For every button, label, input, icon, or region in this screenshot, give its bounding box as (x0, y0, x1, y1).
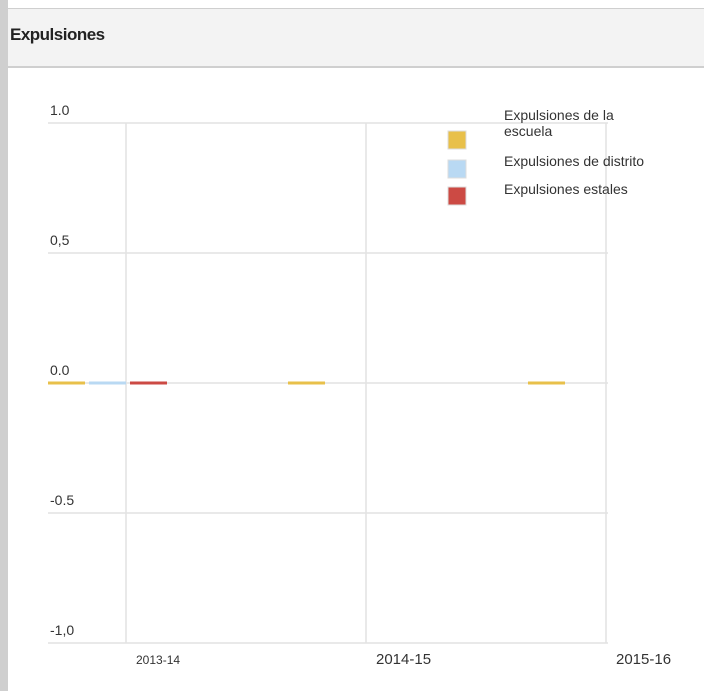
x-tick-label: 2013-14 (136, 653, 180, 667)
legend-label: Expulsiones de distrito (504, 153, 644, 169)
y-tick-label: 0,5 (50, 232, 70, 248)
y-tick-label: 0.0 (50, 362, 70, 378)
chart-area: 1.0 0,5 0.0 -0.5 -1,0 2013-14 2014-15 2015-16 E… (8, 68, 704, 691)
panel-left-border (0, 0, 8, 691)
x-tick-label: 2014-15 (376, 651, 431, 668)
y-tick-label: -0.5 (50, 492, 74, 508)
legend-label: Expulsiones de la (504, 107, 614, 123)
bar (130, 381, 167, 385)
legend-item: Expulsiones de distrito (447, 153, 644, 179)
legend-swatch (447, 130, 467, 150)
legend-label: Expulsiones estales (504, 181, 628, 197)
expulsions-chart: 1.0 0,5 0.0 -0.5 -1,0 2013-14 2014-15 2015-16 E… (48, 102, 671, 668)
y-tick-label: 1.0 (50, 102, 70, 118)
bar (288, 381, 325, 385)
bar-layer (48, 381, 565, 385)
legend-swatch (447, 159, 467, 179)
legend-swatch (447, 186, 467, 206)
legend-item: Expulsiones estales (447, 181, 628, 206)
panel-top-border (0, 8, 704, 9)
bar (528, 381, 565, 385)
x-tick-label: 2015-16 (616, 651, 671, 668)
bar (89, 381, 126, 385)
panel-header: Expulsiones (8, 9, 704, 68)
bar (48, 381, 85, 385)
label-layer: 1.0 0,5 0.0 -0.5 -1,0 2013-14 2014-15 2015-16 (50, 102, 671, 668)
y-tick-label: -1,0 (50, 622, 74, 638)
legend-label: escuela (504, 123, 552, 139)
panel-title: Expulsiones (10, 25, 105, 44)
